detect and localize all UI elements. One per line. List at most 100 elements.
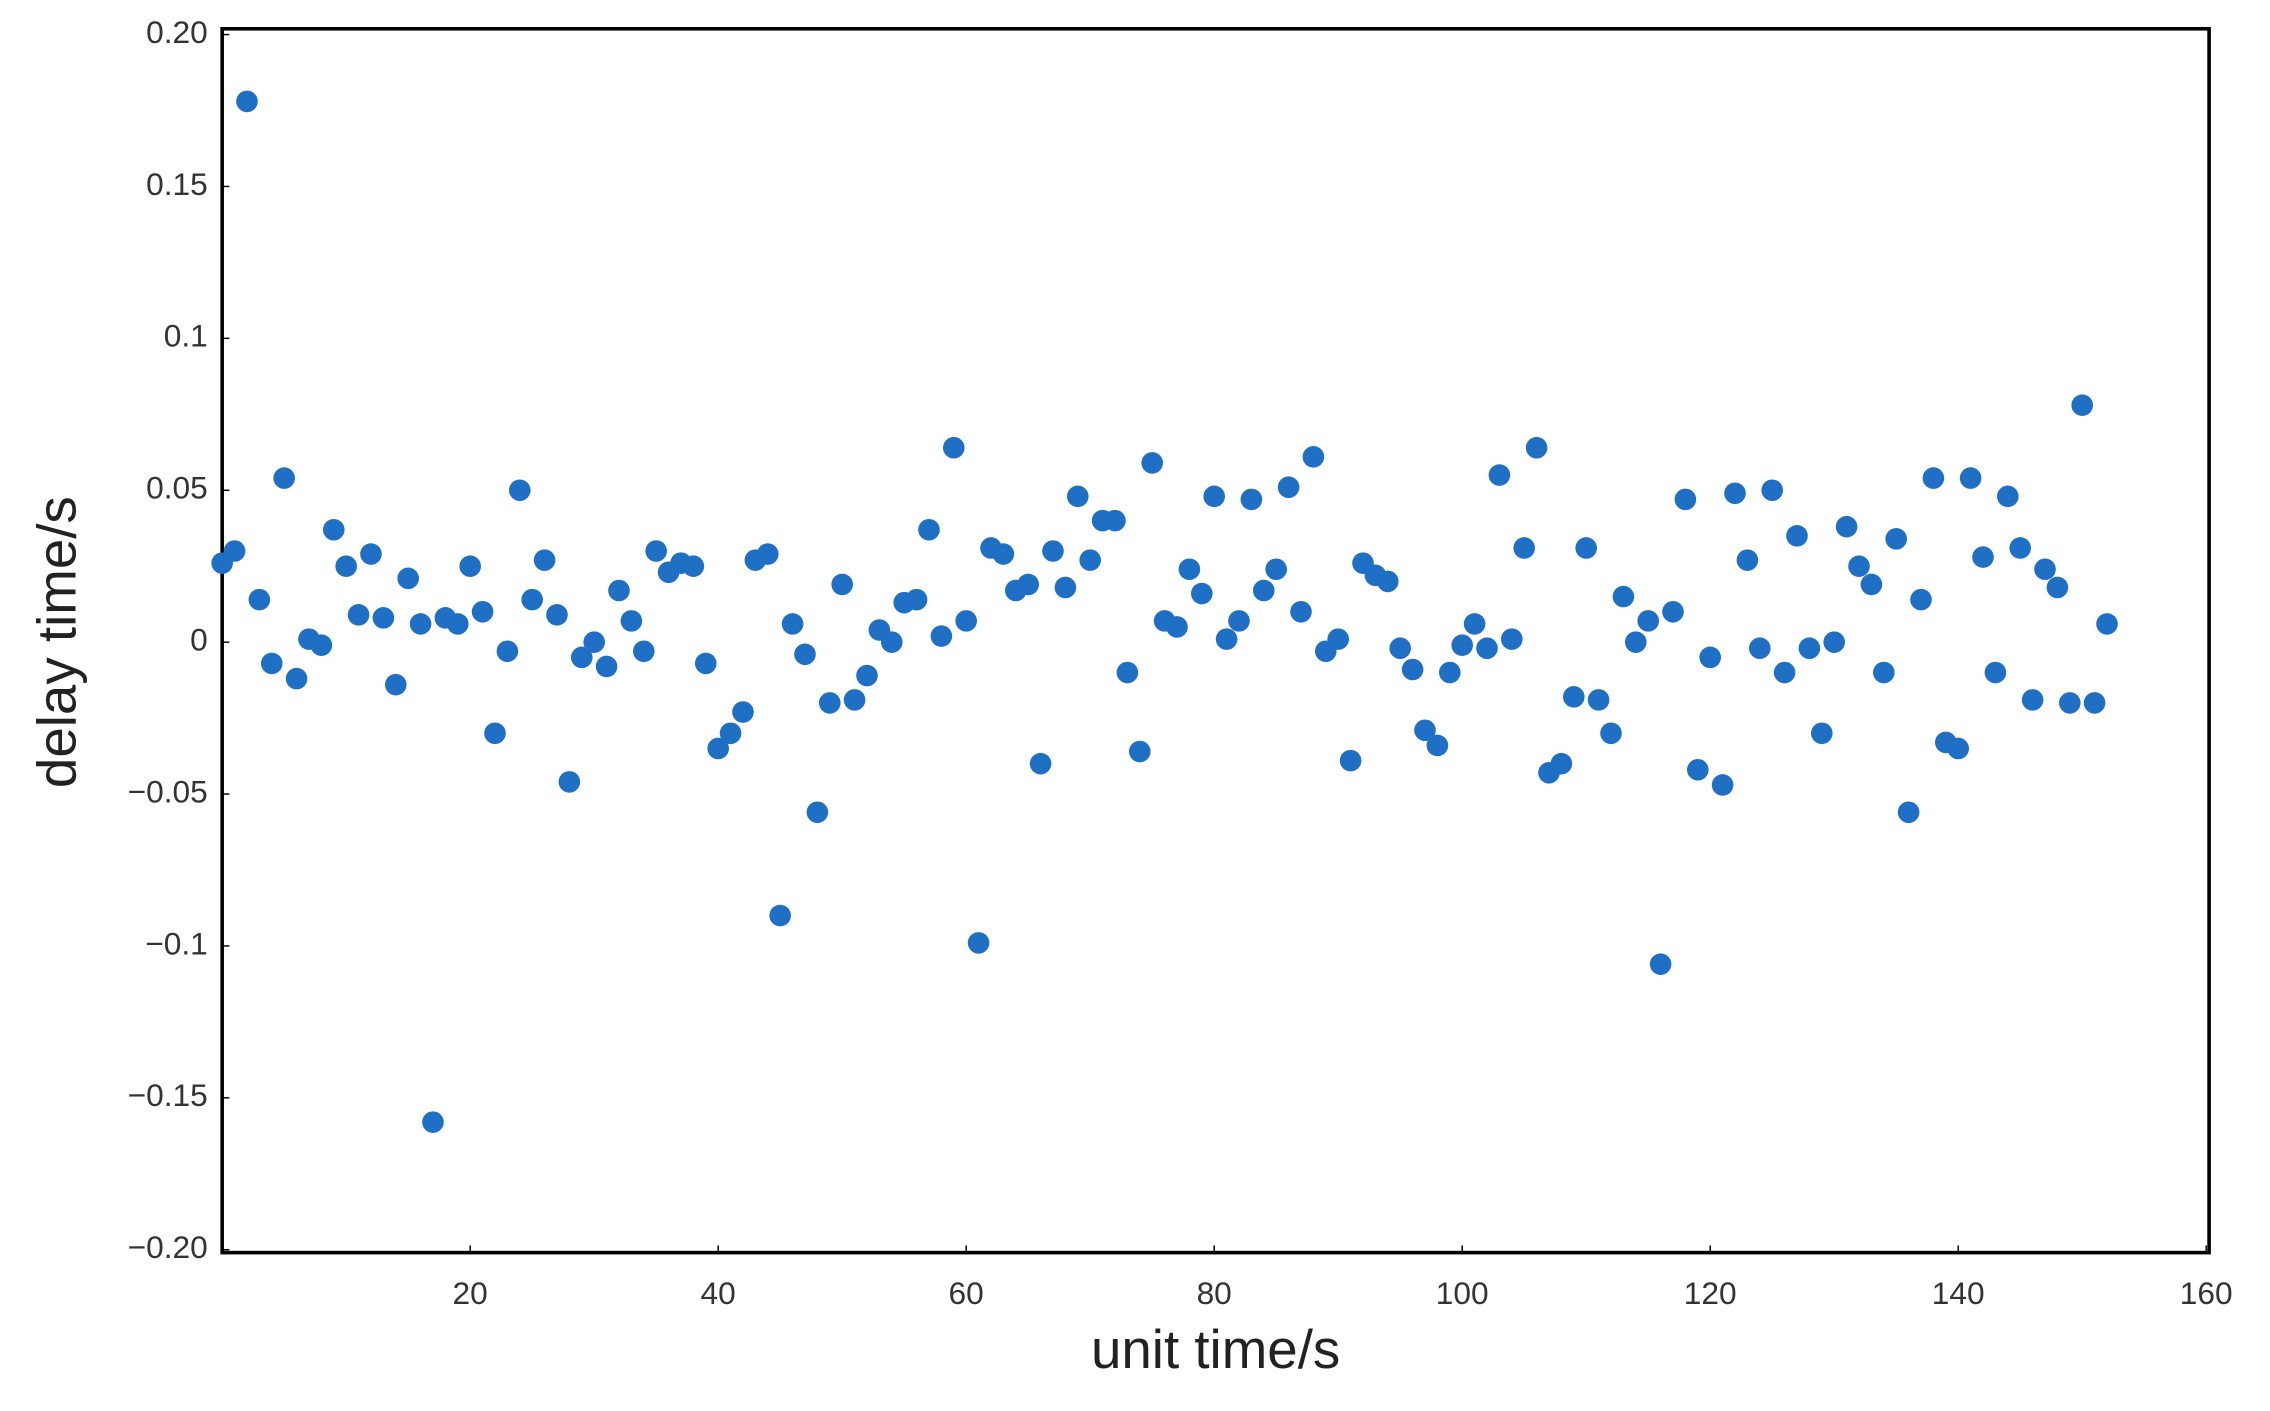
data-point — [1922, 467, 1945, 489]
data-point — [781, 613, 804, 635]
data-point — [2009, 537, 2032, 559]
data-point — [1042, 540, 1064, 562]
x-tick-label: 20 — [453, 1275, 488, 1311]
y-tick-label: −0.1 — [145, 925, 207, 961]
data-point — [2034, 558, 2056, 581]
data-point — [1488, 464, 1511, 486]
data-point — [769, 904, 791, 927]
data-point — [558, 771, 581, 793]
data-point — [1438, 661, 1461, 684]
data-point — [1066, 485, 1089, 508]
data-point — [930, 625, 953, 647]
data-point — [1674, 488, 1697, 511]
data-point — [1451, 634, 1473, 656]
data-point — [360, 543, 382, 565]
data-point — [1265, 558, 1287, 581]
y-tick-label: 0.1 — [164, 318, 208, 354]
data-point — [918, 518, 940, 541]
data-point — [1401, 658, 1424, 681]
data-point — [273, 467, 295, 489]
data-point — [471, 600, 494, 623]
data-point — [1029, 752, 1052, 775]
data-point — [1724, 482, 1746, 505]
data-point — [508, 479, 531, 502]
data-point — [533, 549, 556, 571]
data-point — [1972, 546, 1994, 568]
data-point — [459, 555, 481, 577]
data-point — [2083, 692, 2106, 714]
data-point — [1190, 582, 1213, 605]
data-point — [1562, 686, 1585, 708]
y-tick-label: −0.20 — [128, 1229, 208, 1265]
y-tick-label: −0.05 — [128, 773, 208, 809]
data-point — [719, 722, 742, 745]
data-point — [1426, 734, 1449, 757]
data-point — [1327, 628, 1349, 650]
data-point — [856, 664, 878, 687]
data-point — [905, 588, 928, 611]
data-point — [1252, 579, 1275, 602]
data-point — [1786, 525, 1808, 547]
data-point — [1017, 573, 1039, 596]
data-point — [955, 610, 977, 632]
data-point — [1525, 436, 1548, 459]
data-point — [1637, 610, 1659, 632]
data-point — [372, 607, 395, 629]
data-point — [285, 667, 308, 690]
data-point — [570, 646, 593, 669]
data-point — [756, 543, 779, 565]
data-point — [1811, 722, 1833, 745]
y-axis-title: delay time/s — [25, 496, 87, 788]
x-tick-label: 160 — [2180, 1275, 2233, 1311]
data-point — [1736, 549, 1759, 571]
data-point — [1389, 637, 1411, 660]
y-tick-label: 0.05 — [146, 470, 208, 506]
data-point — [992, 543, 1015, 565]
data-point — [223, 540, 246, 562]
data-point — [422, 1111, 444, 1133]
data-point — [1885, 528, 1908, 550]
data-point — [1749, 637, 1771, 660]
data-point — [1624, 631, 1647, 653]
data-point — [1798, 637, 1821, 660]
plot-frame — [220, 26, 2211, 1255]
x-tick-label: 120 — [1684, 1275, 1737, 1311]
data-point — [620, 610, 643, 632]
data-point — [1823, 631, 1845, 653]
x-tick-label: 100 — [1436, 1275, 1489, 1311]
data-point — [595, 655, 618, 678]
data-point — [1463, 613, 1486, 635]
data-point — [1612, 585, 1635, 608]
data-point — [384, 673, 407, 696]
x-tick-label: 140 — [1932, 1275, 1985, 1311]
data-point — [397, 567, 419, 590]
data-point — [806, 801, 829, 824]
data-point — [1984, 661, 2007, 684]
data-point — [583, 631, 605, 653]
data-point — [1550, 752, 1573, 775]
data-point — [1215, 628, 1238, 650]
x-tick-label: 40 — [701, 1275, 736, 1311]
data-point — [694, 652, 717, 675]
y-tick-label: −0.15 — [128, 1077, 208, 1113]
data-point — [1773, 661, 1796, 684]
data-point — [1662, 600, 1684, 623]
data-point — [732, 701, 754, 723]
data-point — [1761, 479, 1783, 502]
data-point — [645, 540, 667, 562]
data-point — [632, 640, 655, 663]
data-point — [707, 737, 729, 760]
data-point — [2059, 692, 2081, 714]
data-point — [682, 555, 705, 577]
data-point — [1587, 689, 1610, 711]
data-point — [831, 573, 853, 596]
data-point — [1228, 610, 1250, 632]
data-point — [1711, 774, 1734, 796]
data-point — [1848, 555, 1870, 577]
data-point — [1910, 588, 1932, 611]
data-point — [1166, 616, 1188, 638]
data-point — [546, 604, 568, 626]
data-point — [1376, 570, 1399, 593]
data-point — [335, 555, 357, 577]
